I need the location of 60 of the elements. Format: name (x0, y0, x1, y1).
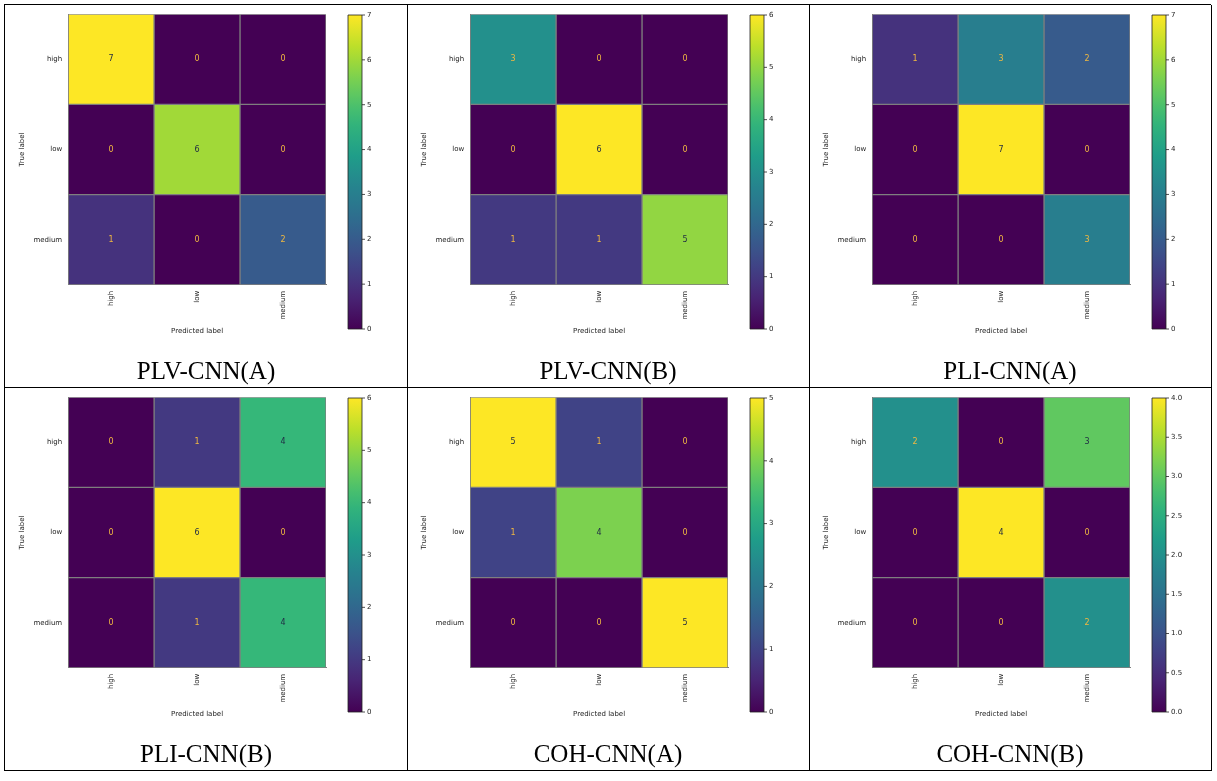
data-label: 7 (108, 54, 114, 64)
data-label: 3 (510, 54, 516, 64)
data-label: 0 (108, 144, 114, 154)
data-label: 0 (510, 617, 516, 627)
data-label: 0 (108, 617, 114, 627)
data-label: 2 (1084, 617, 1090, 627)
data-label: 5 (682, 234, 688, 244)
data-label: 1 (194, 437, 200, 447)
data-label: 0 (912, 144, 918, 154)
data-label: 2 (280, 234, 286, 244)
data-label: 1 (108, 234, 114, 244)
data-label: 1 (194, 617, 200, 627)
data-label: 0 (912, 617, 918, 627)
data-label: 1 (596, 234, 602, 244)
data-label: 0 (998, 234, 1004, 244)
data-label: 4 (280, 617, 286, 627)
data-label: 0 (108, 527, 114, 537)
data-label: 0 (280, 527, 286, 537)
data-label: 3 (1084, 234, 1090, 244)
data-label: 0 (1084, 527, 1090, 537)
data-label: 1 (510, 527, 516, 537)
data-label: 2 (912, 437, 918, 447)
data-label: 0 (108, 437, 114, 447)
data-label: 4 (596, 527, 602, 537)
data-label: 0 (682, 527, 688, 537)
data-label: 2 (1084, 54, 1090, 64)
data-label: 4 (998, 527, 1004, 537)
data-label: 0 (682, 54, 688, 64)
data-label: 0 (912, 527, 918, 537)
data-label: 0 (596, 54, 602, 64)
data-label: 1 (912, 54, 918, 64)
text: COH-CNN(B) (935, 740, 1085, 768)
data-label: 0 (194, 234, 200, 244)
data-label: 0 (912, 234, 918, 244)
text: PLV-CNN(A) (135, 357, 277, 385)
data-label: 0 (682, 144, 688, 154)
data-label: 6 (194, 144, 200, 154)
data-label: 0 (998, 617, 1004, 627)
data-label: 1 (596, 437, 602, 447)
data-label: 0 (194, 54, 200, 64)
data-label: 0 (682, 437, 688, 447)
data-label: 5 (682, 617, 688, 627)
data-label: 3 (1084, 437, 1090, 447)
data-label: 6 (194, 527, 200, 537)
data-label: 0 (510, 144, 516, 154)
data-label: 0 (596, 617, 602, 627)
text: PLI-CNN(A) (942, 357, 1078, 385)
data-label: 7 (998, 144, 1004, 154)
data-label: 0 (998, 437, 1004, 447)
data-label: 0 (280, 54, 286, 64)
data-label: 1 (510, 234, 516, 244)
data-label: 0 (1084, 144, 1090, 154)
data-label: 4 (280, 437, 286, 447)
text: COH-CNN(A) (532, 740, 684, 768)
data-label: 3 (998, 54, 1004, 64)
text: PLV-CNN(B) (538, 357, 678, 385)
text: PLI-CNN(B) (139, 740, 273, 768)
data-label: 5 (510, 437, 516, 447)
data-label: 6 (596, 144, 602, 154)
data-label: 0 (280, 144, 286, 154)
